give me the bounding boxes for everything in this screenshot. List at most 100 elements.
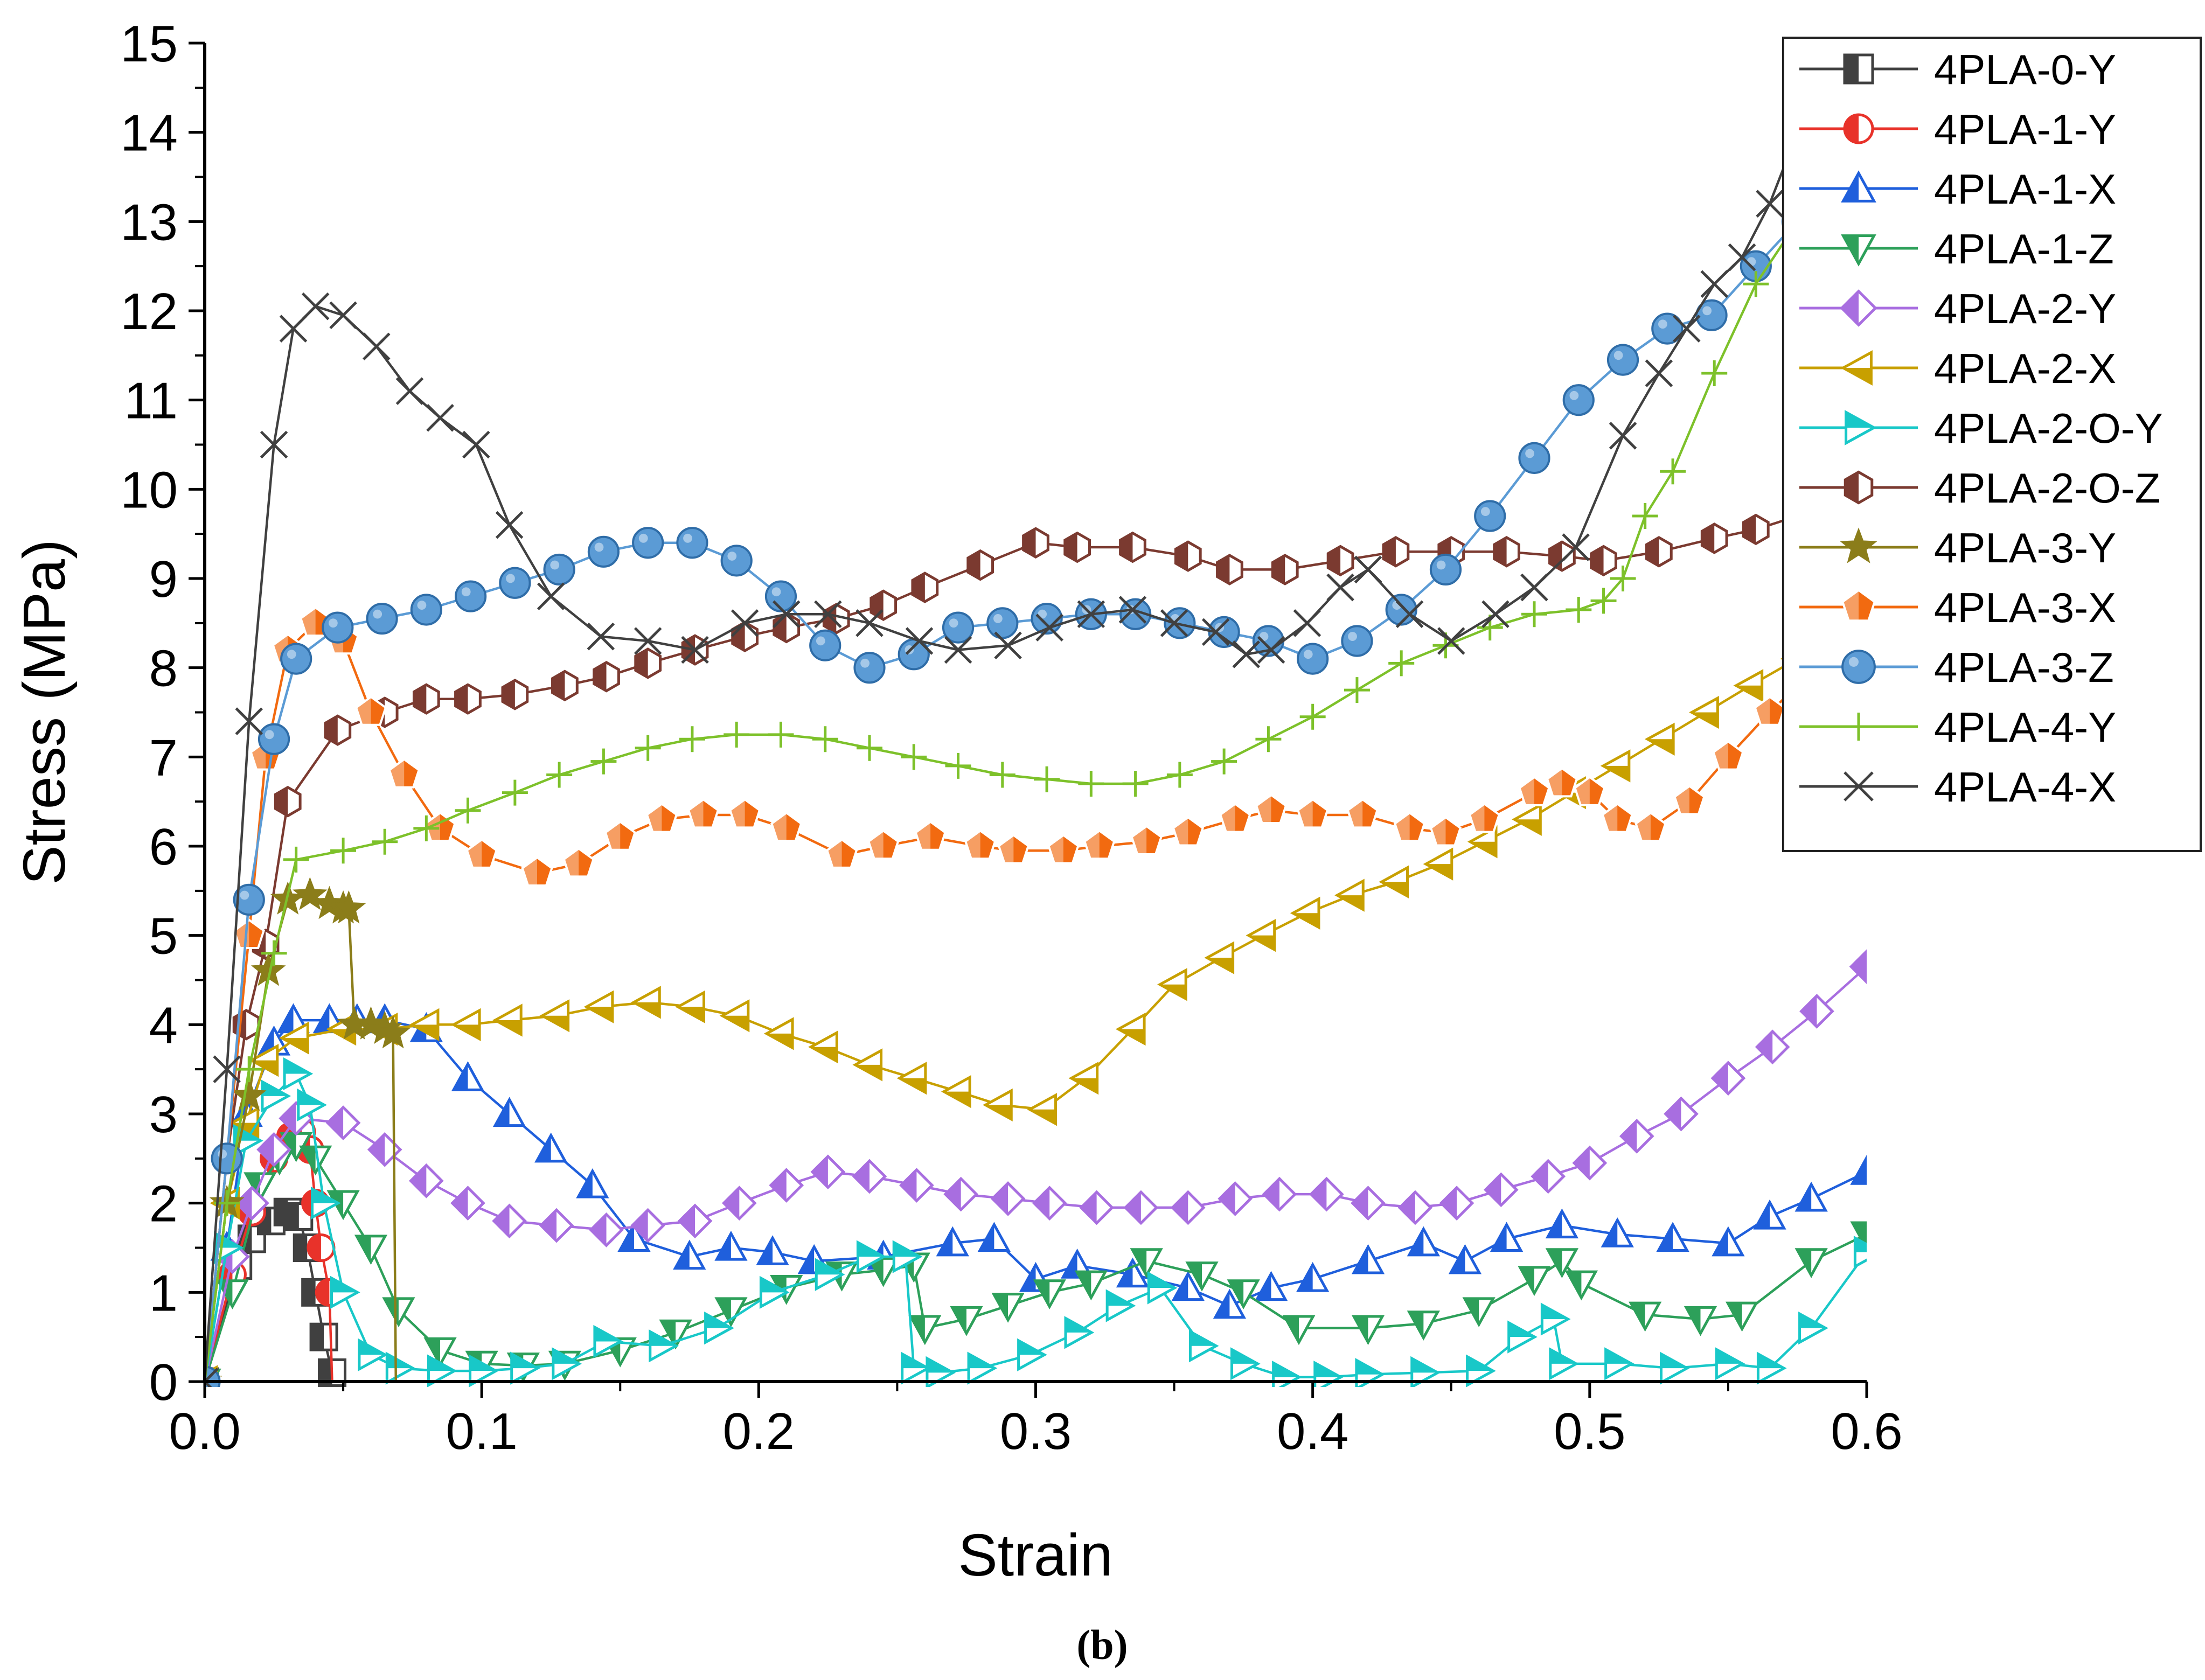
data-point xyxy=(1395,600,1424,629)
data-point xyxy=(372,828,398,855)
data-point xyxy=(941,1075,971,1109)
data-point xyxy=(950,1306,983,1336)
data-point xyxy=(233,918,266,949)
data-point xyxy=(1850,1155,1867,1185)
data-point xyxy=(283,1057,314,1091)
data-point xyxy=(1754,695,1786,726)
data-point xyxy=(211,1142,243,1175)
data-point xyxy=(1334,879,1365,912)
data-point xyxy=(724,721,750,748)
data-point xyxy=(994,631,1022,660)
data-point xyxy=(1659,1351,1690,1385)
data-point xyxy=(1027,1093,1058,1126)
data-point xyxy=(1548,540,1576,572)
data-point xyxy=(1742,513,1770,546)
y-tick-label: 11 xyxy=(124,372,178,430)
series-4PLA-3-X xyxy=(205,606,1814,1387)
data-point xyxy=(936,1226,969,1257)
data-point xyxy=(1344,677,1370,703)
data-point xyxy=(427,1354,457,1387)
data-point xyxy=(677,1203,713,1239)
data-point xyxy=(1753,1199,1786,1230)
legend-marker xyxy=(1840,350,1873,386)
legend-marker xyxy=(1843,113,1874,144)
data-point xyxy=(1326,545,1354,577)
data-point xyxy=(1351,1244,1385,1274)
legend-marker xyxy=(1841,170,1876,203)
x-axis-title: Strain xyxy=(958,1522,1112,1588)
data-point xyxy=(756,1235,789,1265)
figure-caption: (b) xyxy=(1076,1621,1128,1668)
data-point xyxy=(1474,500,1506,532)
data-point xyxy=(543,553,575,586)
data-point xyxy=(1174,540,1202,572)
data-point xyxy=(1610,566,1636,591)
data-point xyxy=(1271,554,1299,585)
data-point xyxy=(825,838,858,869)
data-point xyxy=(1850,1221,1867,1252)
data-point xyxy=(997,834,1030,865)
data-point xyxy=(587,535,620,568)
x-tick-label: 0.6 xyxy=(1831,1403,1902,1460)
data-point xyxy=(1606,344,1639,376)
data-point xyxy=(1590,545,1617,577)
data-point xyxy=(1346,798,1379,829)
series-4PLA-2-Y xyxy=(205,949,1867,1387)
data-point xyxy=(1355,1358,1386,1387)
data-point xyxy=(1545,1248,1579,1278)
series-4PLA-3-Y xyxy=(205,877,411,1387)
series-line xyxy=(205,966,1867,1382)
data-point xyxy=(645,803,678,833)
data-point xyxy=(395,377,424,405)
data-point xyxy=(413,815,440,841)
data-point xyxy=(808,1030,838,1064)
data-point xyxy=(1230,1347,1261,1381)
data-point xyxy=(256,1132,291,1167)
data-point xyxy=(492,1203,527,1239)
legend-item: 4PLA-2-Y xyxy=(1799,285,2116,332)
data-point xyxy=(1034,766,1060,792)
data-point xyxy=(855,609,884,637)
series-line xyxy=(205,658,1798,1382)
y-tick-label: 10 xyxy=(120,461,178,519)
data-point xyxy=(634,627,662,655)
data-point xyxy=(908,1315,942,1346)
data-point xyxy=(1017,1338,1047,1371)
data-point xyxy=(1695,299,1728,331)
data-point xyxy=(768,721,794,748)
legend-item: 4PLA-1-Y xyxy=(1799,106,2116,153)
data-point xyxy=(593,1325,624,1358)
data-point xyxy=(1116,1257,1150,1288)
data-point xyxy=(1033,1279,1066,1309)
data-point xyxy=(687,798,720,829)
y-tick-label: 2 xyxy=(149,1175,178,1233)
data-point xyxy=(301,292,330,320)
data-point xyxy=(857,735,882,761)
data-point xyxy=(1185,1261,1219,1292)
data-point xyxy=(676,527,708,559)
legend-label: 4PLA-2-O-Z xyxy=(1934,464,2160,512)
y-tick-label: 4 xyxy=(149,996,178,1054)
data-point xyxy=(649,1329,679,1363)
data-point xyxy=(1171,1271,1205,1301)
data-point xyxy=(1393,811,1426,842)
data-point xyxy=(426,404,454,432)
data-point xyxy=(1255,726,1282,752)
data-point xyxy=(1282,1315,1316,1346)
data-point xyxy=(812,726,838,752)
data-point xyxy=(1490,1222,1524,1252)
data-point xyxy=(1407,1310,1440,1341)
legend-marker xyxy=(1840,527,1877,563)
data-point xyxy=(1379,865,1409,898)
data-point xyxy=(1546,766,1578,798)
data-point xyxy=(1604,1347,1634,1381)
legend-marker xyxy=(1843,53,1874,85)
x-tick-label: 0.1 xyxy=(446,1403,517,1460)
data-point xyxy=(1388,650,1415,677)
data-point xyxy=(764,580,797,612)
data-point xyxy=(1644,722,1675,756)
data-point xyxy=(1743,271,1769,297)
data-point xyxy=(412,683,440,715)
data-point xyxy=(1799,994,1834,1029)
data-point xyxy=(1590,588,1617,614)
